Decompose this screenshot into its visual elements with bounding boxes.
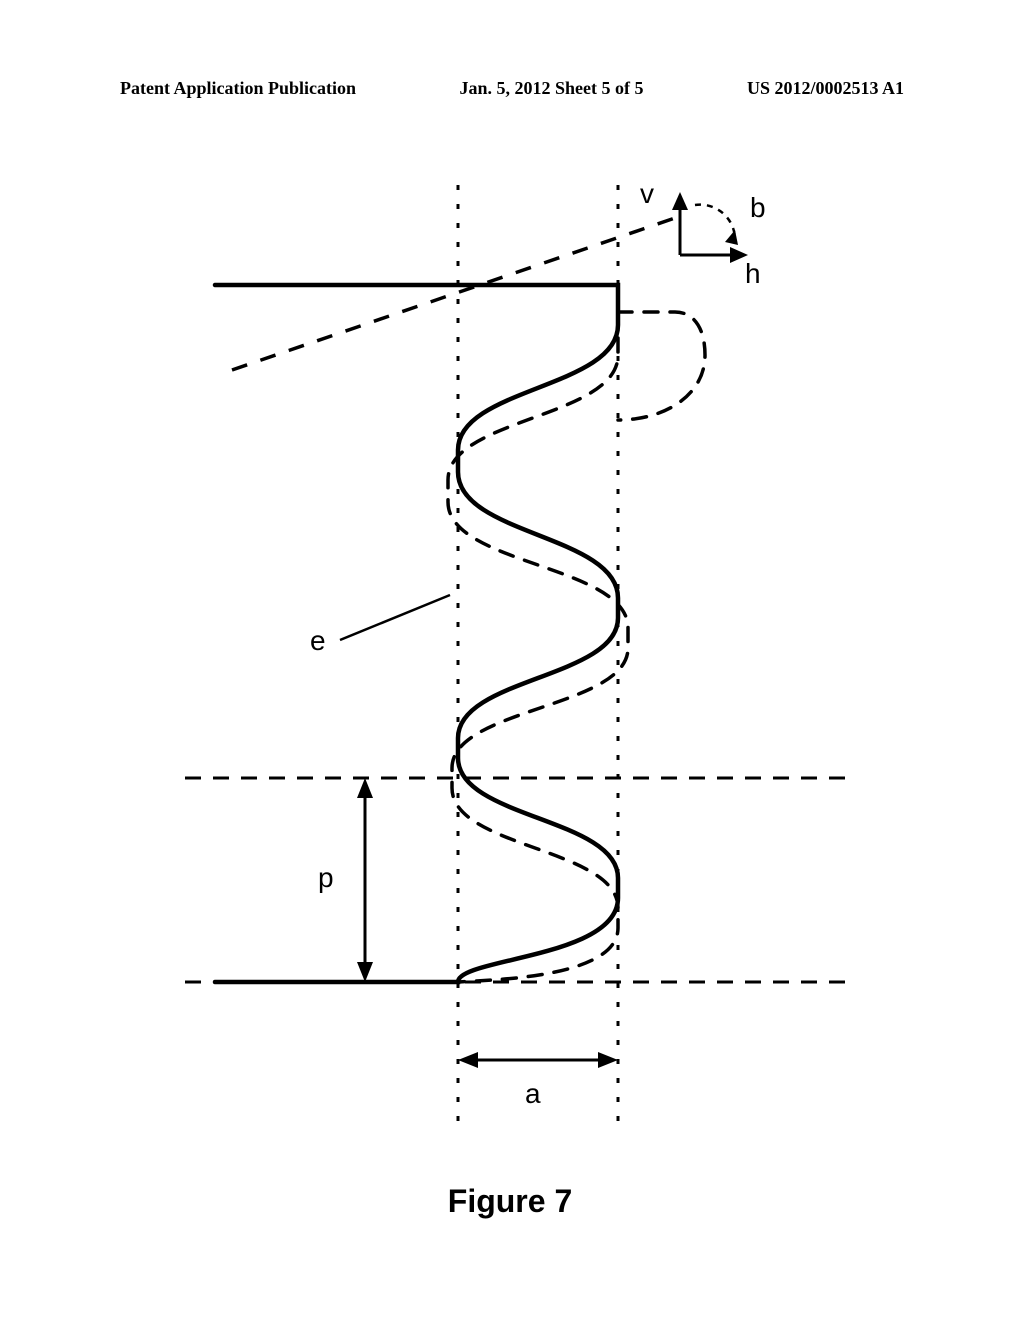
page-header: Patent Application Publication Jan. 5, 2… bbox=[0, 78, 1024, 99]
label-a: a bbox=[525, 1078, 541, 1110]
figure-title: Figure 7 bbox=[448, 1183, 572, 1220]
label-e: e bbox=[310, 625, 326, 657]
figure-container: v b h e p a Figure 7 bbox=[140, 150, 880, 1250]
header-date-sheet: Jan. 5, 2012 Sheet 5 of 5 bbox=[460, 78, 644, 99]
label-b: b bbox=[750, 192, 766, 224]
header-publication: Patent Application Publication bbox=[120, 78, 356, 99]
label-v: v bbox=[640, 178, 654, 210]
label-p: p bbox=[318, 862, 334, 894]
label-h: h bbox=[745, 258, 761, 290]
header-patent-number: US 2012/0002513 A1 bbox=[747, 78, 904, 99]
figure-diagram bbox=[140, 150, 880, 1250]
